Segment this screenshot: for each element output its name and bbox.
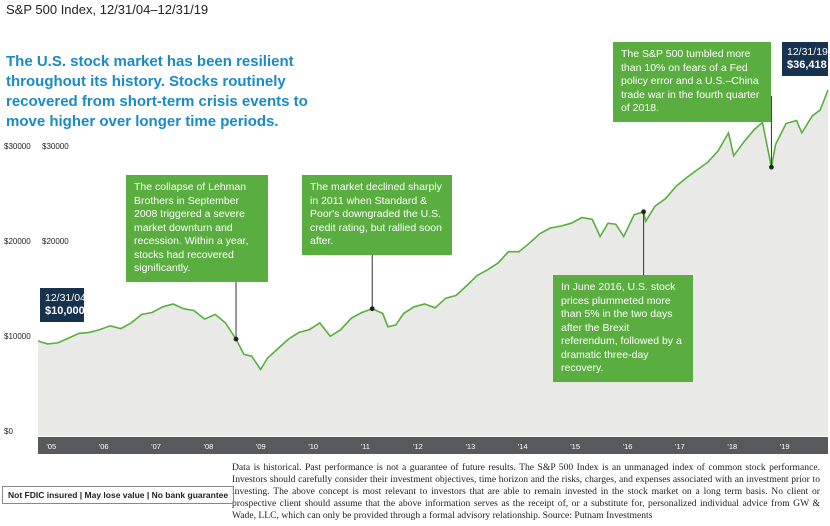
fdic-notice: Not FDIC insured | May lose value | No b… xyxy=(2,486,235,504)
start-value: $10,000 xyxy=(45,305,85,317)
end-value: $36,418 xyxy=(787,59,827,71)
note-lehman: The collapse of Lehman Brothers in Septe… xyxy=(126,175,268,282)
x-tick-label: '11 xyxy=(361,442,370,451)
x-tick-label: '07 xyxy=(151,442,161,451)
x-tick-label: '15 xyxy=(570,442,580,451)
x-tick-label: '10 xyxy=(308,442,318,451)
annotation-point xyxy=(641,209,646,215)
x-tick-label: '05 xyxy=(46,442,56,451)
x-tick-label: '12 xyxy=(413,442,423,451)
x-tick-label: '06 xyxy=(99,442,109,451)
y-tick-label: $0 xyxy=(4,427,13,436)
y-tick-label-secondary: $30000 xyxy=(42,142,69,151)
start-date: 12/31/04 xyxy=(45,292,86,304)
chart-title: S&P 500 Index, 12/31/04–12/31/19 xyxy=(6,2,209,17)
x-tick-label: '17 xyxy=(675,442,685,451)
annotation-point xyxy=(369,306,375,312)
end-date: 12/31/19 xyxy=(787,46,828,58)
x-tick-label: '13 xyxy=(465,442,475,451)
x-tick-label: '19 xyxy=(780,442,790,451)
y-tick-label: $20000 xyxy=(4,237,31,246)
start-value-tag: 12/31/04 $10,000 xyxy=(40,288,86,322)
line-series xyxy=(37,89,829,371)
y-tick-label-secondary: $20000 xyxy=(42,237,69,246)
y-tick-label: $10000 xyxy=(4,332,31,341)
x-tick-label: '09 xyxy=(256,442,266,451)
note-downgrade: The market declined sharply in 2011 when… xyxy=(302,175,452,255)
x-tick-label: '08 xyxy=(204,442,214,451)
x-tick-label: '16 xyxy=(623,442,633,451)
end-value-tag: 12/31/19 $36,418 xyxy=(782,42,828,76)
annotation-point xyxy=(233,336,239,342)
headline: The U.S. stock market has been resilient… xyxy=(6,53,308,130)
x-tick-label: '14 xyxy=(518,442,528,451)
annotation-point xyxy=(769,164,774,170)
x-axis-band xyxy=(38,437,828,454)
x-tick-label: '18 xyxy=(727,442,737,451)
note-trade-war: The S&P 500 tumbled more than 10% on fea… xyxy=(613,42,771,122)
y-tick-label: $30000 xyxy=(4,142,31,151)
disclaimer: Data is historical. Past performance is … xyxy=(232,462,820,521)
note-brexit: In June 2016, U.S. stock prices plummete… xyxy=(553,275,693,382)
